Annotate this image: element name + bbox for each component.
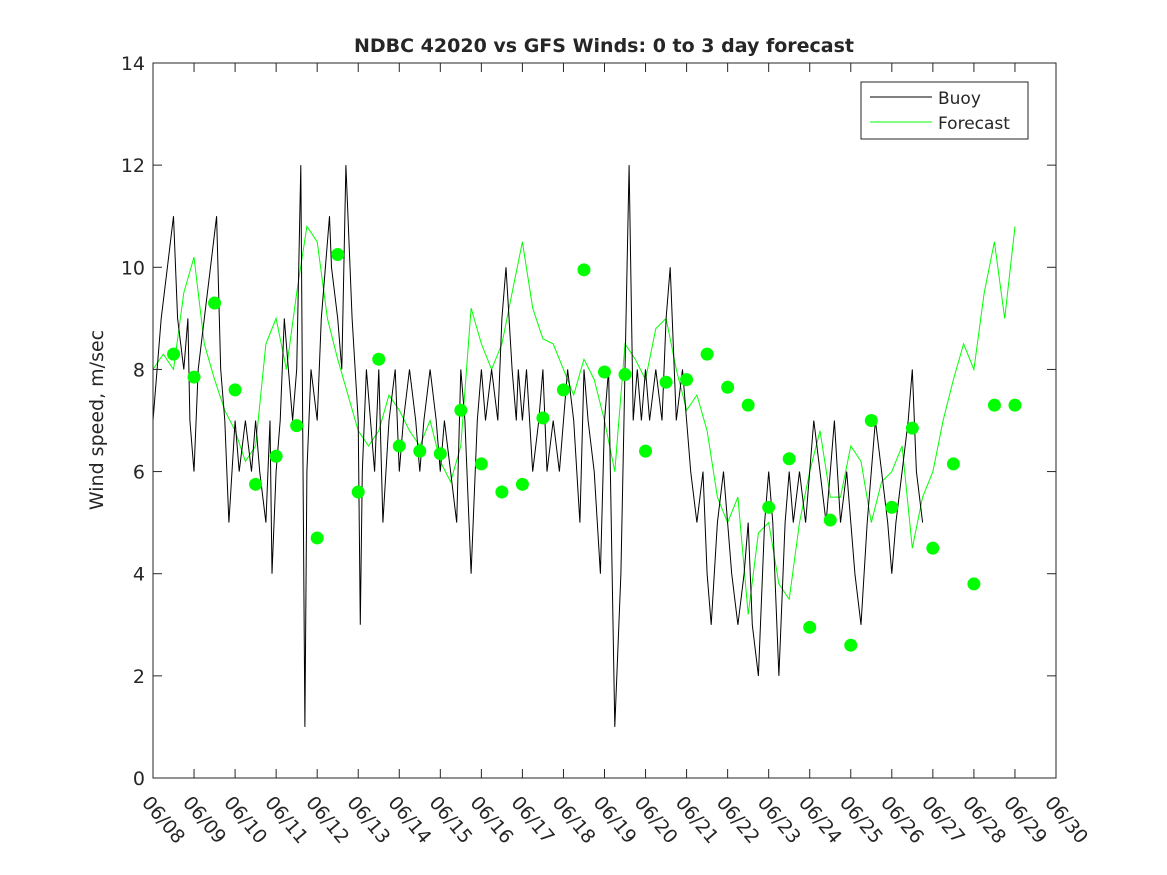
forecast-point: [680, 373, 694, 387]
legend: Buoy Forecast: [860, 81, 1029, 140]
forecast-point: [741, 398, 755, 412]
marker-layer: [167, 248, 1022, 652]
forecast-point: [331, 248, 345, 262]
forecast-point: [926, 541, 940, 555]
y-tick-label: 6: [133, 462, 145, 484]
forecast-point: [269, 449, 283, 463]
forecast-point: [987, 398, 1001, 412]
forecast-point: [167, 347, 181, 361]
forecast-point: [577, 263, 591, 277]
forecast-point: [495, 485, 509, 499]
y-tick-label: 0: [133, 768, 145, 790]
forecast-point: [392, 439, 406, 453]
series-layer: [152, 165, 1016, 727]
y-tick-label: 2: [133, 666, 145, 688]
forecast-point: [762, 500, 776, 514]
buoy-series-line: [152, 165, 924, 727]
forecast-point: [782, 452, 796, 466]
forecast-point: [474, 457, 488, 471]
forecast-point: [844, 638, 858, 652]
forecast-point: [536, 411, 550, 425]
legend-label-buoy: Buoy: [938, 89, 981, 109]
forecast-point: [721, 380, 735, 394]
forecast-point: [433, 447, 447, 461]
forecast-point: [639, 444, 653, 458]
forecast-point: [885, 500, 899, 514]
forecast-point: [659, 375, 673, 389]
legend-box: [860, 81, 1029, 140]
forecast-point: [208, 296, 222, 310]
forecast-point: [515, 477, 529, 491]
y-tick-label: 4: [133, 564, 145, 586]
forecast-point: [310, 531, 324, 545]
legend-label-forecast: Forecast: [938, 114, 1010, 134]
forecast-point: [228, 383, 242, 397]
chart-title: NDBC 42020 vs GFS Winds: 0 to 3 day fore…: [354, 35, 854, 57]
forecast-point: [803, 620, 817, 634]
forecast-point: [372, 352, 386, 366]
forecast-point: [413, 444, 427, 458]
forecast-point: [1008, 398, 1022, 412]
forecast-series-line: [152, 225, 1016, 615]
y-tick-label: 10: [121, 257, 145, 279]
forecast-point: [905, 421, 919, 435]
forecast-point: [556, 383, 570, 397]
forecast-point: [967, 577, 981, 591]
forecast-point: [823, 513, 837, 527]
forecast-point: [249, 477, 263, 491]
forecast-point: [864, 414, 878, 427]
y-tick-label: 8: [133, 359, 145, 381]
forecast-point: [618, 368, 632, 382]
forecast-point: [454, 403, 468, 417]
forecast-point: [700, 347, 714, 361]
forecast-point: [351, 485, 365, 499]
y-axis-label: Wind speed, m/sec: [86, 330, 108, 510]
y-tick-label: 12: [121, 155, 145, 177]
forecast-point: [290, 419, 304, 433]
y-tick-label: 14: [121, 53, 145, 75]
forecast-point: [598, 365, 611, 379]
forecast-point: [946, 457, 960, 471]
forecast-point: [187, 370, 201, 384]
